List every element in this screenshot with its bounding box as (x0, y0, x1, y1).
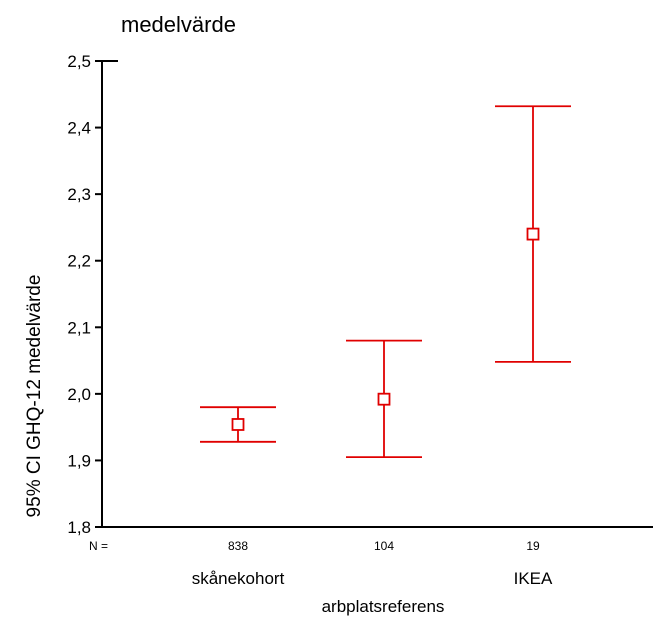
mean-marker (231, 418, 245, 431)
y-tick-label: 2,4 (67, 119, 91, 138)
y-tick-label: 2,0 (67, 385, 91, 404)
n-value: 19 (526, 539, 540, 553)
mean-marker (377, 392, 391, 406)
y-tick-label: 2,3 (67, 185, 91, 204)
x-axis-label: arbplatsreferens (322, 597, 445, 616)
y-tick-label: 1,8 (67, 518, 91, 537)
n-label: N = (89, 539, 108, 553)
x-axis: 838 skånekohort 104 19 IKEA (102, 526, 653, 588)
y-tick-label: 2,5 (67, 52, 91, 71)
category-label: IKEA (514, 569, 553, 588)
chart-title: medelvärde (121, 12, 236, 37)
y-tick-label: 2,2 (67, 252, 91, 271)
n-value: 838 (228, 539, 248, 553)
category-label: skånekohort (192, 569, 285, 588)
plot-marks (200, 105, 571, 459)
n-value: 104 (374, 539, 394, 553)
y-axis-label: 95% CI GHQ-12 medelvärde (24, 275, 45, 518)
y-tick-label: 1,9 (67, 451, 91, 470)
y-tick-label: 2,1 (67, 318, 91, 337)
mean-marker (526, 227, 540, 241)
y-axis: 1,8 1,9 2,0 2,1 2,2 2,3 2,4 2,5 (67, 52, 118, 537)
